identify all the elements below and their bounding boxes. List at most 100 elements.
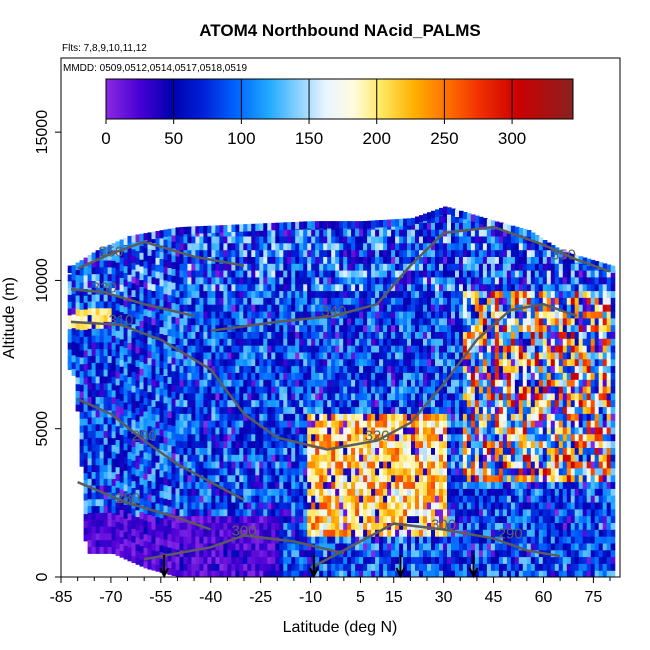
- heatmap-cell: [455, 515, 460, 523]
- heatmap-cell: [367, 502, 372, 510]
- heatmap-cell: [395, 413, 400, 421]
- heatmap-cell: [223, 433, 228, 442]
- heatmap-cell: [219, 358, 224, 367]
- heatmap-cell: [255, 413, 260, 421]
- heatmap-cell: [371, 467, 376, 476]
- heatmap-cell: [195, 290, 200, 298]
- heatmap-cell: [251, 223, 256, 232]
- heatmap-cell: [427, 529, 432, 537]
- heatmap-cell: [459, 345, 464, 353]
- heatmap-cell: [423, 365, 428, 373]
- heatmap-cell: [439, 433, 444, 442]
- heatmap-cell: [283, 515, 288, 523]
- heatmap-cell: [455, 502, 460, 510]
- heatmap-cell: [327, 474, 332, 483]
- heatmap-cell: [403, 488, 408, 496]
- heatmap-cell: [239, 304, 244, 312]
- heatmap-cell: [299, 536, 304, 544]
- heatmap-cell: [403, 508, 408, 517]
- heatmap-cell: [143, 288, 149, 296]
- heatmap-cell: [267, 372, 272, 380]
- heatmap-cell: [103, 416, 109, 425]
- heatmap-cell: [303, 311, 308, 319]
- heatmap-cell: [179, 426, 185, 435]
- heatmap-cell: [187, 297, 192, 305]
- heatmap-cell: [179, 413, 185, 421]
- heatmap-cell: [443, 392, 448, 401]
- heatmap-cell: [379, 447, 384, 455]
- heatmap-cell: [299, 433, 304, 442]
- heatmap-cell: [239, 536, 244, 544]
- heatmap-cell: [239, 249, 244, 257]
- heatmap-cell: [371, 351, 376, 360]
- heatmap-cell: [375, 235, 380, 244]
- heatmap-cell: [267, 433, 272, 442]
- heatmap-cell: [435, 263, 440, 271]
- heatmap-cell: [143, 342, 149, 351]
- heatmap-cell: [163, 293, 169, 301]
- heatmap-cell: [379, 242, 384, 251]
- heatmap-cell: [439, 358, 444, 367]
- heatmap-cell: [307, 297, 312, 305]
- heatmap-cell: [439, 461, 444, 469]
- heatmap-cell: [103, 532, 109, 541]
- heatmap-cell: [387, 358, 392, 367]
- heatmap-cell: [167, 356, 173, 364]
- heatmap-cell: [247, 311, 252, 319]
- heatmap-cell: [227, 508, 232, 517]
- heatmap-cell: [343, 481, 348, 489]
- heatmap-cell: [387, 283, 392, 292]
- heatmap-cell: [371, 256, 376, 264]
- heatmap-cell: [219, 426, 224, 435]
- heatmap-cell: [391, 542, 396, 551]
- heatmap-cell: [163, 511, 169, 520]
- heatmap-cell: [195, 372, 200, 380]
- heatmap-cell: [283, 345, 288, 353]
- heatmap-cell: [427, 229, 432, 237]
- heatmap-cell: [151, 467, 157, 476]
- heatmap-cell: [115, 453, 121, 461]
- heatmap-cell: [195, 549, 200, 558]
- heatmap-cell: [415, 447, 420, 455]
- heatmap-cell: [331, 311, 336, 319]
- heatmap-cell: [371, 440, 376, 448]
- heatmap-cell: [407, 276, 412, 285]
- heatmap-cell: [155, 236, 161, 245]
- heatmap-cell: [119, 352, 125, 360]
- heatmap-cell: [231, 447, 236, 455]
- heatmap-cell: [271, 270, 276, 278]
- heatmap-cell: [115, 521, 121, 529]
- heatmap-cell: [431, 270, 436, 278]
- heatmap-cell: [462, 556, 468, 564]
- heatmap-cell: [379, 235, 384, 244]
- heatmap-cell: [359, 420, 364, 428]
- heatmap-cell: [187, 529, 192, 537]
- heatmap-cell: [431, 324, 436, 332]
- heatmap-cell: [427, 474, 432, 483]
- heatmap-cell: [107, 451, 113, 459]
- heatmap-cell: [323, 488, 328, 496]
- heatmap-cell: [371, 399, 376, 408]
- heatmap-cell: [359, 256, 364, 264]
- heatmap-cell: [231, 556, 236, 564]
- heatmap-cell: [347, 379, 352, 387]
- heatmap-cell: [291, 304, 296, 312]
- heatmap-cell: [219, 508, 224, 517]
- heatmap-cell: [255, 488, 260, 496]
- heatmap-cell: [435, 426, 440, 435]
- heatmap-cell: [211, 290, 216, 298]
- heatmap-cell: [331, 549, 336, 558]
- heatmap-cell: [243, 256, 248, 264]
- heatmap-cell: [135, 427, 141, 436]
- heatmap-cell: [431, 365, 436, 373]
- heatmap-cell: [387, 345, 392, 353]
- heatmap-cell: [391, 522, 396, 530]
- heatmap-cell: [339, 379, 344, 387]
- heatmap-cell: [395, 570, 400, 577]
- heatmap-cell: [287, 386, 292, 394]
- heatmap-cell: [387, 406, 392, 414]
- heatmap-cell: [439, 495, 444, 503]
- heatmap-cell: [311, 502, 316, 510]
- heatmap-cell: [235, 454, 240, 462]
- heatmap-cell: [203, 311, 208, 319]
